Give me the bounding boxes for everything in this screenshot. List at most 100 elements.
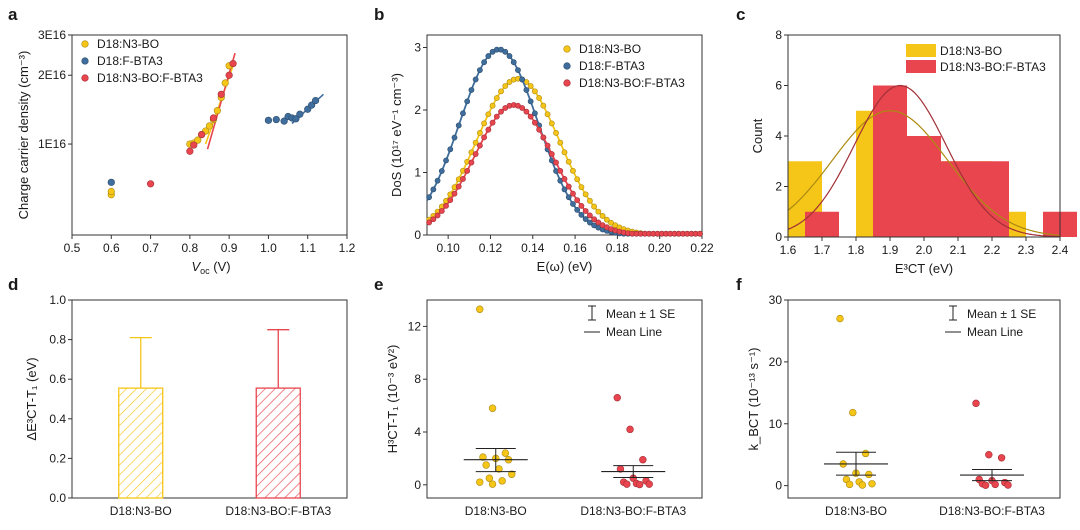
y-tick-label: 0.6 <box>49 372 66 386</box>
panel-letter-a: a <box>8 5 18 24</box>
data-point <box>565 194 572 201</box>
data-point <box>506 79 513 85</box>
data-point <box>510 59 517 66</box>
data-point <box>472 139 479 146</box>
x-tick-label: 0.6 <box>103 241 120 255</box>
data-point <box>468 159 475 166</box>
y-tick-label: 2 <box>414 103 421 117</box>
legend-label: D18:N3-BO <box>97 37 159 51</box>
data-point <box>623 480 631 488</box>
legend-label: D18:N3-BO <box>940 44 1002 58</box>
data-point <box>565 183 572 190</box>
data-point <box>868 480 876 488</box>
legend-marker <box>563 79 571 87</box>
panel-letter-e: e <box>374 275 383 294</box>
data-point <box>515 67 521 73</box>
y-axis-label: Charge carrier density (cm⁻³) <box>16 51 31 220</box>
data-point <box>635 480 644 489</box>
data-point <box>586 212 593 219</box>
x-tick-label: 1.2 <box>339 241 356 255</box>
data-point <box>476 478 484 486</box>
panel-b-axes <box>426 34 703 236</box>
data-point <box>209 114 218 122</box>
data-point <box>578 184 585 191</box>
x-tick-label: 0.22 <box>690 241 714 255</box>
data-point <box>578 211 585 218</box>
data-point <box>292 115 300 123</box>
panel-f-axes <box>787 299 1061 499</box>
data-point <box>481 59 488 66</box>
data-point <box>451 190 458 197</box>
data-point <box>519 76 526 83</box>
x-tick-label: 0.14 <box>521 241 545 255</box>
x-tick-label: 2.4 <box>1052 243 1069 257</box>
data-point <box>527 113 534 120</box>
legend-label: D18:N3-BO:F-BTA3 <box>940 60 1046 74</box>
data-point <box>455 122 462 129</box>
x-tick-label: 2.1 <box>950 243 967 257</box>
data-point <box>553 159 559 166</box>
legend-label: D18:N3-BO:F-BTA3 <box>97 71 203 85</box>
data-point <box>107 178 115 186</box>
data-point <box>548 120 555 127</box>
x-tick-label: 1.8 <box>848 243 865 257</box>
data-point <box>586 219 593 226</box>
data-point <box>468 87 475 93</box>
data-point <box>430 186 437 193</box>
x-category-label: D18:N3-BO <box>110 504 172 518</box>
data-point <box>574 176 581 183</box>
data-point <box>438 168 445 174</box>
legend-label: Mean ± 1 SE <box>967 307 1036 321</box>
y-tick-label: 0 <box>775 230 782 244</box>
data-point <box>194 136 202 144</box>
data-point <box>476 67 483 73</box>
data-point <box>523 108 530 115</box>
data-point <box>972 399 980 408</box>
data-point <box>447 197 454 203</box>
histogram-bar <box>873 85 907 237</box>
legend-label: D18:N3-BO <box>579 42 641 56</box>
legend-marker <box>81 40 89 48</box>
data-point <box>578 202 585 209</box>
y-axis-label: k_BCT (10⁻¹³ s⁻¹) <box>746 347 761 450</box>
y-tick-label: 0 <box>414 228 421 242</box>
panel-a-axes <box>71 34 348 236</box>
x-tick-label: 0.8 <box>182 241 199 255</box>
data-point <box>460 110 466 117</box>
data-point <box>865 470 873 479</box>
data-point <box>485 53 492 59</box>
data-point <box>476 130 483 136</box>
data-point <box>443 202 449 209</box>
legend-label: D18:N3-BO:F-BTA3 <box>579 76 685 90</box>
y-tick-label: 1E16 <box>38 137 66 151</box>
x-tick-label: 1.0 <box>260 241 277 255</box>
fit-curve <box>787 84 1060 238</box>
data-point <box>553 130 559 136</box>
data-point <box>613 393 621 402</box>
y-tick-label: 1 <box>414 166 421 180</box>
data-point <box>591 203 598 210</box>
data-point <box>460 176 466 182</box>
x-tick-label: 1.9 <box>882 243 899 257</box>
histogram-bar <box>907 136 941 237</box>
data-point <box>217 90 225 98</box>
y-tick-label: 8 <box>414 372 421 386</box>
legend-label: D18:F-BTA3 <box>579 59 645 73</box>
data-point <box>434 212 441 219</box>
data-point <box>146 180 155 188</box>
data-point <box>608 219 614 226</box>
data-point <box>544 142 551 149</box>
data-point <box>586 197 593 204</box>
data-point <box>229 59 237 68</box>
data-point <box>296 110 304 118</box>
data-point <box>488 480 497 488</box>
data-point <box>540 102 547 109</box>
x-tick-label: 0.16 <box>563 241 587 255</box>
x-category-label: D18:N3-BO <box>825 504 887 518</box>
data-point <box>519 105 526 111</box>
x-tick-label: 0.20 <box>648 241 672 255</box>
data-point <box>582 191 589 198</box>
y-tick-label: 4 <box>775 129 782 143</box>
data-point <box>595 219 602 226</box>
